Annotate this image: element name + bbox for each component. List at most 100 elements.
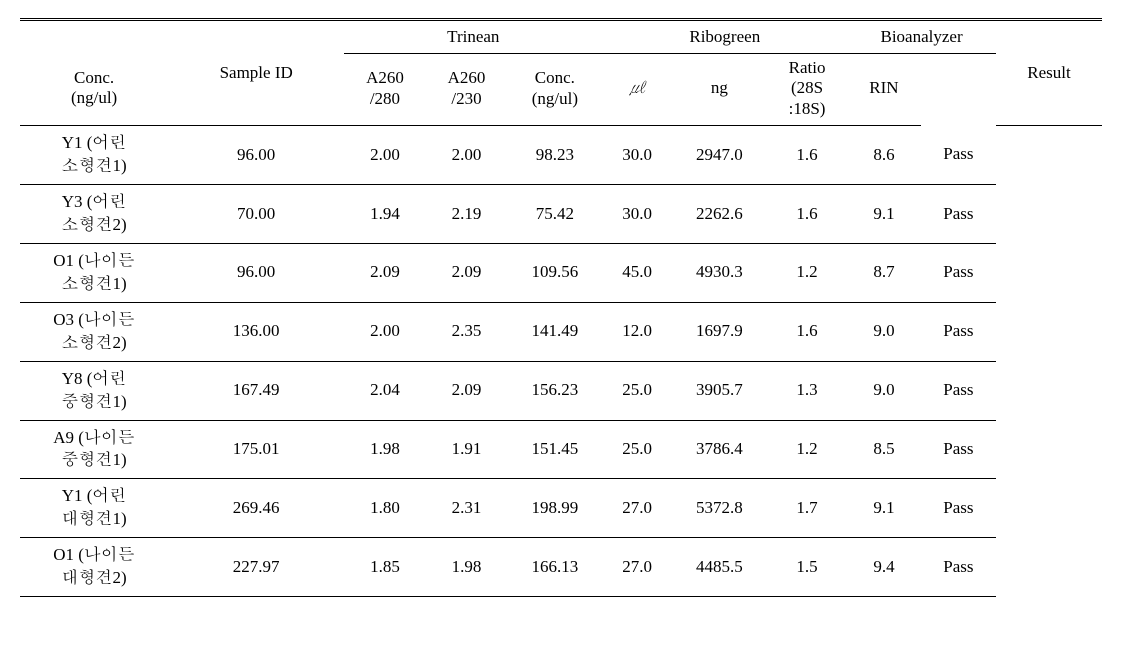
table-row: Y3 (어린소형견2) 70.00 1.94 2.19 75.42 30.0 2… [20, 185, 1102, 244]
cell-ul: 25.0 [602, 420, 671, 479]
cell-a230: 2.31 [426, 479, 508, 538]
cell-a280: 2.00 [344, 126, 426, 185]
cell-result: Pass [921, 302, 996, 361]
cell-rin: 9.0 [847, 302, 921, 361]
col-conc-trinean: Conc.(ng/ul) [20, 54, 168, 126]
cell-a280: 1.80 [344, 479, 426, 538]
col-microliter: ㎕ [602, 54, 671, 126]
col-ratio: Ratio(28S:18S) [767, 54, 847, 126]
cell-conc2: 75.42 [507, 185, 602, 244]
col-sample-id: Sample ID [168, 21, 344, 126]
table-row: O3 (나이든소형견2) 136.00 2.00 2.35 141.49 12.… [20, 302, 1102, 361]
cell-result: Pass [921, 479, 996, 538]
cell-ratio: 1.6 [767, 302, 847, 361]
cell-sample-id: A9 (나이든중형견1) [20, 420, 168, 479]
cell-ng: 2947.0 [672, 126, 767, 185]
table-header-group-row: Sample ID Trinean Ribogreen Bioanalyzer … [20, 21, 1102, 54]
cell-ul: 12.0 [602, 302, 671, 361]
cell-result: Pass [921, 538, 996, 597]
cell-sample-id: O1 (나이든대형견2) [20, 538, 168, 597]
cell-conc2: 151.45 [507, 420, 602, 479]
cell-result: Pass [921, 420, 996, 479]
cell-conc1: 175.01 [168, 420, 344, 479]
cell-a280: 2.09 [344, 243, 426, 302]
cell-sample-id: O1 (나이든소형견1) [20, 243, 168, 302]
cell-a280: 1.98 [344, 420, 426, 479]
cell-a230: 1.91 [426, 420, 508, 479]
cell-conc2: 198.99 [507, 479, 602, 538]
cell-conc1: 96.00 [168, 126, 344, 185]
rna-qc-table: Sample ID Trinean Ribogreen Bioanalyzer … [20, 20, 1102, 597]
cell-rin: 8.5 [847, 420, 921, 479]
cell-sample-id: Y8 (어린중형견1) [20, 361, 168, 420]
cell-ng: 4485.5 [672, 538, 767, 597]
col-group-bioanalyzer: Bioanalyzer [847, 21, 996, 54]
cell-conc1: 136.00 [168, 302, 344, 361]
cell-ul: 27.0 [602, 538, 671, 597]
cell-conc1: 269.46 [168, 479, 344, 538]
cell-ratio: 1.7 [767, 479, 847, 538]
cell-conc2: 109.56 [507, 243, 602, 302]
table-row: A9 (나이든중형견1) 175.01 1.98 1.91 151.45 25.… [20, 420, 1102, 479]
cell-ratio: 1.2 [767, 420, 847, 479]
cell-conc1: 167.49 [168, 361, 344, 420]
cell-conc1: 227.97 [168, 538, 344, 597]
cell-conc2: 141.49 [507, 302, 602, 361]
cell-conc1: 70.00 [168, 185, 344, 244]
cell-rin: 9.1 [847, 479, 921, 538]
col-a260-280: A260/280 [344, 54, 426, 126]
cell-ng: 4930.3 [672, 243, 767, 302]
cell-a230: 2.09 [426, 361, 508, 420]
cell-conc1: 96.00 [168, 243, 344, 302]
cell-a230: 2.19 [426, 185, 508, 244]
cell-a280: 2.04 [344, 361, 426, 420]
table-row: O1 (나이든대형견2) 227.97 1.85 1.98 166.13 27.… [20, 538, 1102, 597]
cell-conc2: 98.23 [507, 126, 602, 185]
cell-a230: 2.35 [426, 302, 508, 361]
table-row: Y1 (어린대형견1) 269.46 1.80 2.31 198.99 27.0… [20, 479, 1102, 538]
col-a260-230: A260/230 [426, 54, 508, 126]
cell-ng: 3905.7 [672, 361, 767, 420]
cell-rin: 9.4 [847, 538, 921, 597]
cell-sample-id: Y3 (어린소형견2) [20, 185, 168, 244]
col-group-trinean: Trinean [344, 21, 602, 54]
cell-sample-id: Y1 (어린소형견1) [20, 126, 168, 185]
col-rin: RIN [847, 54, 921, 126]
cell-a230: 2.09 [426, 243, 508, 302]
cell-ng: 1697.9 [672, 302, 767, 361]
cell-conc2: 156.23 [507, 361, 602, 420]
cell-ratio: 1.3 [767, 361, 847, 420]
cell-ng: 5372.8 [672, 479, 767, 538]
cell-rin: 9.1 [847, 185, 921, 244]
cell-ratio: 1.5 [767, 538, 847, 597]
col-ng: ng [672, 54, 767, 126]
cell-a230: 1.98 [426, 538, 508, 597]
cell-ul: 27.0 [602, 479, 671, 538]
cell-sample-id: Y1 (어린대형견1) [20, 479, 168, 538]
cell-ratio: 1.6 [767, 185, 847, 244]
cell-a280: 1.94 [344, 185, 426, 244]
cell-ul: 45.0 [602, 243, 671, 302]
cell-rin: 8.7 [847, 243, 921, 302]
cell-conc2: 166.13 [507, 538, 602, 597]
col-result: Result [996, 21, 1102, 126]
cell-result: Pass [921, 243, 996, 302]
table-row: Y8 (어린중형견1) 167.49 2.04 2.09 156.23 25.0… [20, 361, 1102, 420]
cell-ul: 30.0 [602, 126, 671, 185]
cell-ng: 3786.4 [672, 420, 767, 479]
table-body: Y1 (어린소형견1) 96.00 2.00 2.00 98.23 30.0 2… [20, 126, 1102, 597]
cell-rin: 9.0 [847, 361, 921, 420]
cell-a280: 2.00 [344, 302, 426, 361]
cell-ng: 2262.6 [672, 185, 767, 244]
cell-a230: 2.00 [426, 126, 508, 185]
cell-rin: 8.6 [847, 126, 921, 185]
cell-result: Pass [921, 126, 996, 185]
cell-result: Pass [921, 185, 996, 244]
cell-sample-id: O3 (나이든소형견2) [20, 302, 168, 361]
col-conc-ribogreen: Conc.(ng/ul) [507, 54, 602, 126]
cell-ul: 30.0 [602, 185, 671, 244]
cell-result: Pass [921, 361, 996, 420]
cell-ratio: 1.2 [767, 243, 847, 302]
cell-ul: 25.0 [602, 361, 671, 420]
col-group-ribogreen: Ribogreen [602, 21, 847, 54]
